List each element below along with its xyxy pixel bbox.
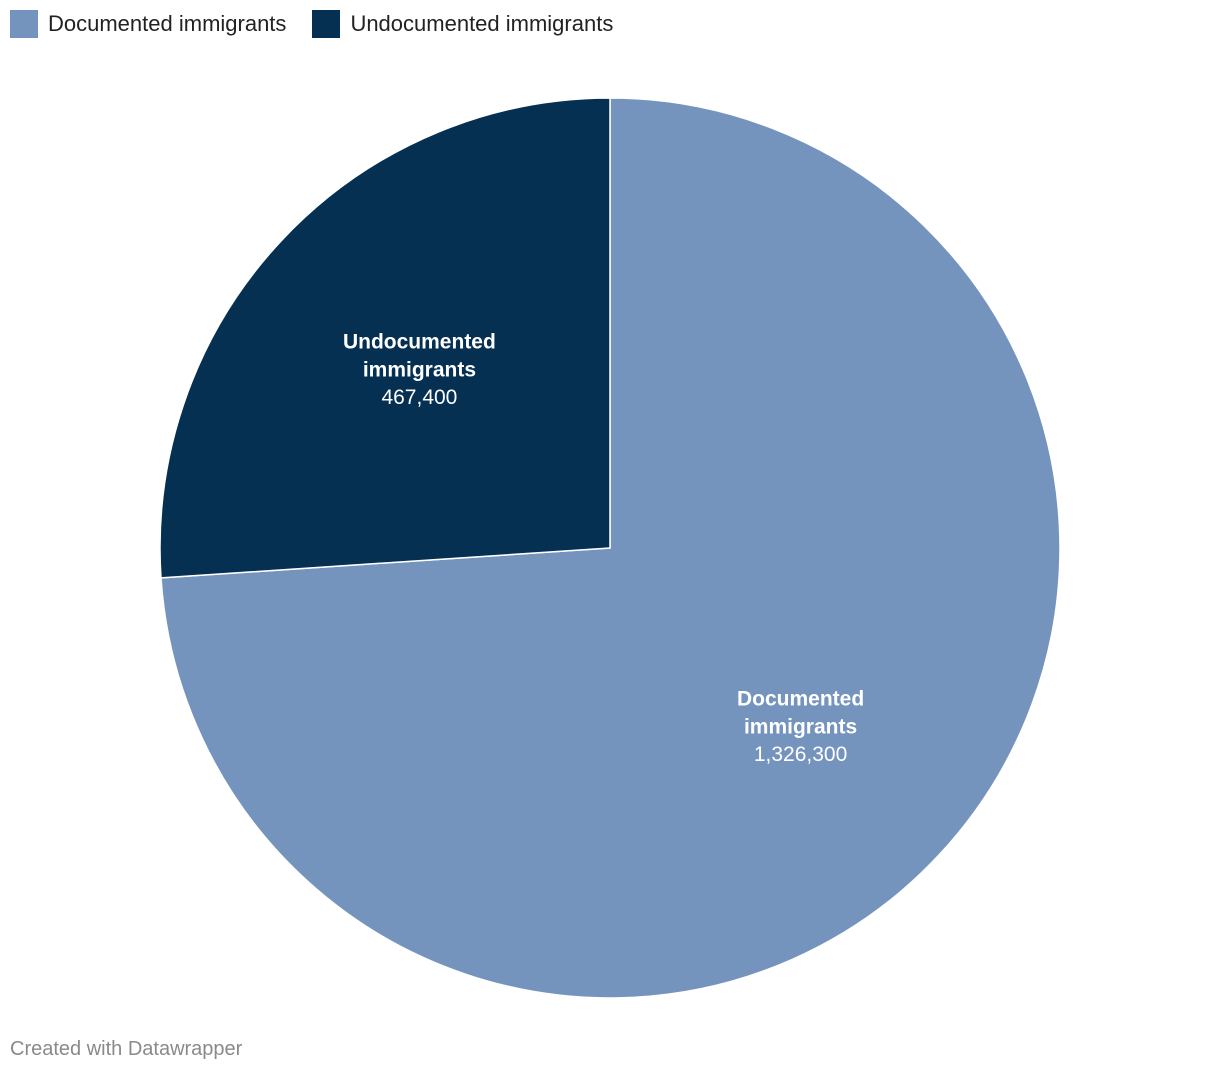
legend-label-documented: Documented immigrants — [48, 11, 287, 36]
pie-slices — [159, 97, 1061, 999]
slice-label-undocumented-immigrants: Undocumented immigrants — [343, 330, 496, 381]
legend-item-documented: Documented immigrants — [10, 10, 286, 38]
footer-credit: Created with Datawrapper — [10, 1038, 243, 1060]
legend-label-undocumented: Undocumented immigrants — [350, 11, 614, 36]
slice-value-documented-immigrants: 1,326,300 — [754, 743, 847, 766]
legend-swatch-undocumented — [312, 10, 341, 38]
slice-label-documented-immigrants: Documented immigrants — [737, 687, 864, 738]
slice-value-undocumented-immigrants: 467,400 — [381, 386, 457, 409]
pie-labels: Documented immigrants 1,326,300 Undocumente… — [343, 330, 864, 766]
pie-slice-undocumented-immigrants — [159, 97, 611, 579]
legend-swatch-documented — [10, 10, 38, 38]
legend-item-undocumented: Undocumented immigrants — [312, 10, 613, 38]
chart-legend: Documented immigrants Undocumented immig… — [10, 10, 613, 38]
